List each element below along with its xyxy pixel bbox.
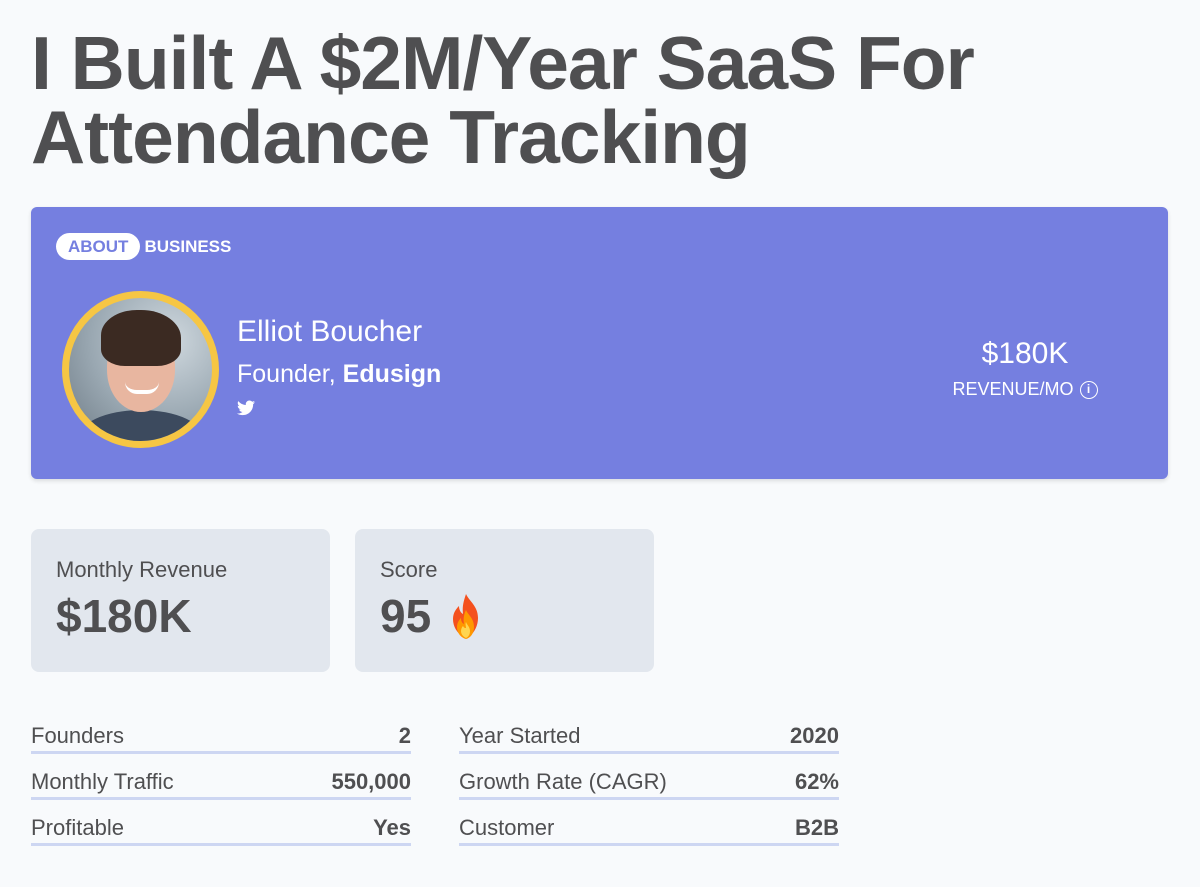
twitter-icon[interactable] xyxy=(237,400,255,416)
stat-label: Score xyxy=(380,557,438,582)
tab-business[interactable]: BUSINESS xyxy=(144,237,232,256)
metric-row: Monthly Traffic 550,000 xyxy=(31,768,411,800)
stat-value: 95 xyxy=(380,589,629,643)
metric-value: Yes xyxy=(373,815,411,840)
tab-bar: ABOUT BUSINESS xyxy=(56,233,243,260)
metrics-left: Founders 2 Monthly Traffic 550,000 Profi… xyxy=(31,722,411,860)
stat-label: Monthly Revenue xyxy=(56,557,228,582)
metrics-right: Year Started 2020 Growth Rate (CAGR) 62%… xyxy=(459,722,839,860)
revenue-label: REVENUE/MO i xyxy=(952,379,1098,400)
stat-card-monthly-revenue: Monthly Revenue $180K xyxy=(31,529,330,672)
metric-value: 550,000 xyxy=(331,769,411,794)
founder-hero-card: ABOUT BUSINESS Elliot Boucher Founder, E… xyxy=(31,207,1168,479)
metric-label: Customer xyxy=(459,815,555,840)
metric-value: B2B xyxy=(794,815,839,840)
metric-row: Customer B2B xyxy=(459,814,839,846)
metric-label: Founders xyxy=(31,723,124,748)
stat-value: $180K xyxy=(56,589,305,643)
founder-title: Founder, xyxy=(237,360,336,388)
metric-label: Monthly Traffic xyxy=(31,769,174,794)
metric-value: 2020 xyxy=(790,723,839,748)
metric-label: Year Started xyxy=(459,723,581,748)
metric-row: Profitable Yes xyxy=(31,814,411,846)
metric-row: Growth Rate (CAGR) 62% xyxy=(459,768,839,800)
company-name[interactable]: Edusign xyxy=(342,360,442,388)
metric-label: Growth Rate (CAGR) xyxy=(459,769,667,794)
founder-name: Elliot Boucher xyxy=(237,315,423,348)
metric-row: Year Started 2020 xyxy=(459,722,839,754)
page-title: I Built A $2M/Year SaaS For Attendance T… xyxy=(31,21,975,179)
metric-value: 62% xyxy=(794,769,839,794)
stat-card-score: Score 95 xyxy=(355,529,654,672)
metric-label: Profitable xyxy=(31,815,124,840)
tab-about[interactable]: ABOUT xyxy=(56,233,141,260)
metric-row: Founders 2 xyxy=(31,722,411,754)
revenue-badge: $180K REVENUE/MO i xyxy=(940,337,1110,400)
flame-icon xyxy=(453,594,479,639)
stat-value-text: 95 xyxy=(380,590,432,642)
revenue-label-text: REVENUE/MO xyxy=(952,379,1074,399)
metric-value: 2 xyxy=(398,723,411,748)
info-icon[interactable]: i xyxy=(1079,380,1098,399)
stat-value-text: $180K xyxy=(56,590,192,642)
avatar xyxy=(62,291,219,448)
revenue-value: $180K xyxy=(981,337,1069,370)
founder-role: Founder, Edusign xyxy=(237,360,441,389)
